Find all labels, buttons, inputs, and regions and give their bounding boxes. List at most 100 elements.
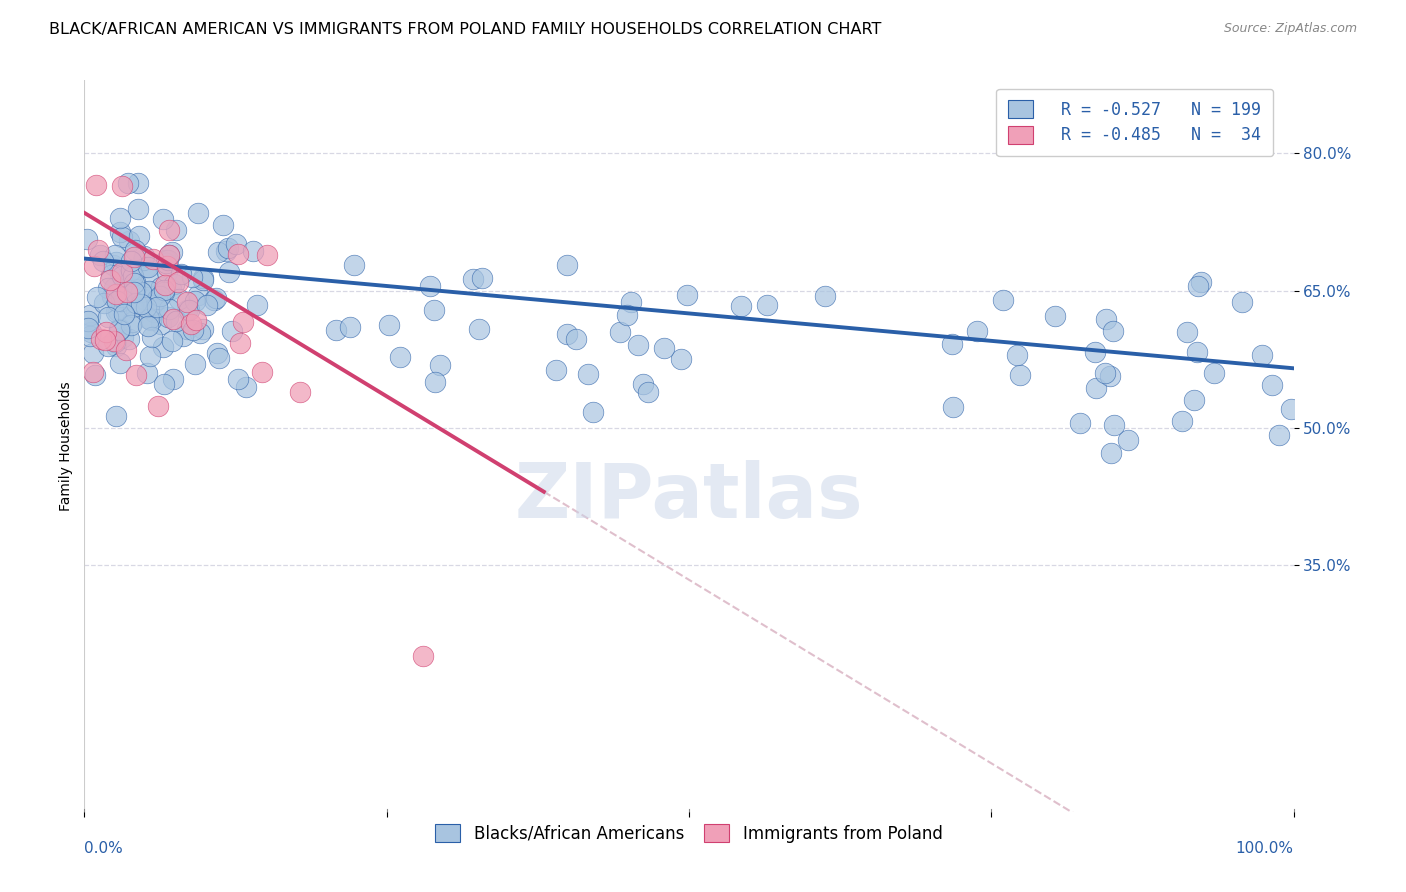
Point [1182,392,1205,407]
Point [195,298,218,312]
Point [159,223,181,237]
Point [152,377,174,392]
Point [188,326,211,340]
Point [93,296,115,310]
Point [104,334,127,349]
Point [104,255,127,269]
Point [167,275,190,289]
Point [146,292,169,306]
Point [1005,348,1028,362]
Point [131,297,153,311]
Point [208,351,231,366]
Point [104,286,127,301]
Point [121,300,143,314]
Point [110,290,132,304]
Point [217,241,239,255]
Point [139,349,162,363]
Point [555,258,578,272]
Point [104,409,127,423]
Point [112,307,135,321]
Point [1094,366,1116,380]
Point [153,283,176,297]
Point [155,253,177,268]
Point [121,268,143,283]
Point [117,285,139,299]
Point [108,226,131,240]
Point [120,267,142,281]
Point [112,330,135,344]
Point [172,328,194,343]
Point [153,285,176,300]
Point [471,270,494,285]
Point [152,212,174,227]
Point [163,277,186,291]
Point [132,253,155,268]
Point [325,323,347,337]
Point [97,310,120,325]
Point [343,258,366,272]
Point [423,375,446,389]
Point [627,337,650,351]
Point [187,206,209,220]
Point [136,269,159,284]
Point [186,313,208,327]
Point [165,313,187,327]
Point [111,268,134,283]
Point [104,248,127,262]
Point [156,310,179,324]
Point [134,293,156,307]
Point [87,243,110,257]
Point [120,269,142,284]
Point [232,315,254,329]
Point [1085,381,1108,395]
Point [1250,348,1272,362]
Point [180,270,202,285]
Point [127,202,149,216]
Y-axis label: Family Households: Family Households [59,381,73,511]
Point [136,260,159,274]
Point [616,308,638,322]
Point [83,259,105,273]
Legend: Blacks/African Americans, Immigrants from Poland: Blacks/African Americans, Immigrants fro… [423,813,955,855]
Point [138,285,160,299]
Point [211,219,233,233]
Point [128,229,150,244]
Point [246,298,269,312]
Point [225,236,247,251]
Point [226,372,249,386]
Point [378,318,401,332]
Point [1008,368,1031,383]
Point [122,285,145,299]
Point [1279,402,1302,417]
Point [339,319,361,334]
Point [669,351,692,366]
Point [576,368,599,382]
Point [142,252,165,267]
Point [108,267,131,281]
Point [77,321,100,335]
Point [152,340,174,354]
Point [187,287,209,301]
Point [121,315,143,329]
Point [149,280,172,294]
Point [110,322,132,336]
Point [215,244,238,258]
Point [1185,344,1208,359]
Point [412,649,434,664]
Text: 0.0%: 0.0% [84,841,124,856]
Point [111,265,134,279]
Point [108,356,131,370]
Point [250,365,273,379]
Point [105,305,128,319]
Point [136,367,159,381]
Point [1187,279,1209,293]
Point [77,314,100,328]
Point [160,282,183,296]
Point [98,273,121,287]
Point [184,293,207,308]
Point [191,270,214,285]
Point [730,299,752,313]
Point [652,341,675,355]
Point [389,350,412,364]
Point [1098,368,1121,383]
